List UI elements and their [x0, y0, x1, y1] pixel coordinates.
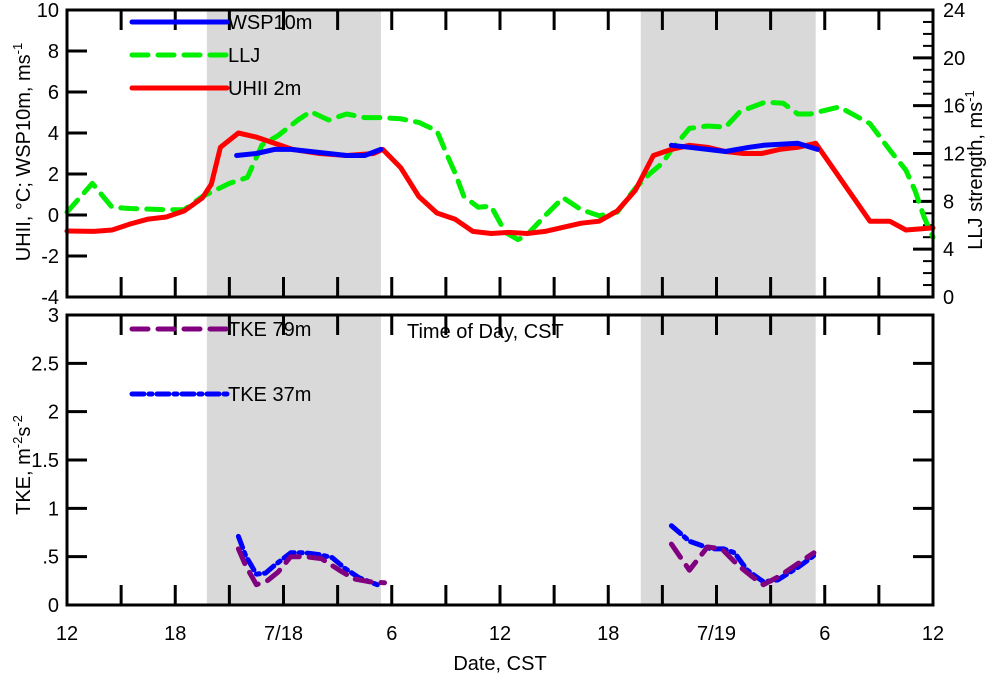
top-legend: WSP10m LLJ UHII 2m	[129, 12, 312, 100]
night-shade	[640, 315, 816, 605]
x-tick-label: 6	[819, 623, 830, 645]
bottom-panel: 32.521.51.50 12 18 7/18 6 12 18 7/19 6 12 TKE, m…	[10, 305, 944, 675]
y-right-tick-label: 8	[943, 191, 954, 213]
y-right-tick-label: 0	[943, 287, 954, 309]
legend-label: TKE 79m	[228, 319, 311, 341]
x-tick-label: 7/19	[697, 623, 736, 645]
bottom-ticks	[67, 315, 933, 605]
x-axis-title: Date, CST	[453, 653, 546, 675]
legend-label: WSP10m	[228, 12, 312, 34]
bottom-plot-frame	[65, 313, 935, 607]
x-tick-label: 12	[922, 623, 944, 645]
series-line-wsp10m	[234, 146, 384, 158]
y-right-tick-label: 24	[943, 0, 965, 22]
top-left-tick-labels: 10 8 6 4 2 0 -2 -4	[37, 0, 59, 309]
x-tick-label: 12	[56, 623, 78, 645]
y-tick-label: 2	[48, 402, 59, 424]
y-right-tick-label: 12	[943, 144, 965, 166]
y-tick-label: -2	[41, 246, 59, 268]
y-tick-label: 6	[48, 82, 59, 104]
x-tick-label: 18	[164, 623, 186, 645]
bottom-legend: TKE 79m TKE 37m	[129, 319, 311, 406]
series-line-wsp10m	[668, 140, 820, 154]
y-tick-label: -4	[41, 287, 59, 309]
series-line-tke-37m	[235, 533, 380, 588]
y-right-tick-label: 4	[943, 239, 954, 261]
y-tick-label: 2.5	[31, 353, 59, 375]
top-plot-frame	[65, 8, 935, 299]
y-right-tick-label: 20	[943, 48, 965, 70]
legend-label: UHII 2m	[228, 78, 301, 100]
y-tick-label: .5	[42, 547, 59, 569]
x-tick-label: 6	[386, 623, 397, 645]
x-tick-label: 18	[597, 623, 619, 645]
legend-label: LLJ	[228, 45, 260, 67]
y-tick-label: 1.5	[31, 450, 59, 472]
y-tick-label: 1	[48, 498, 59, 520]
bottom-shaded-periods	[206, 315, 816, 605]
night-shade	[206, 315, 381, 605]
top-left-axis-title: UHII, °C; WSP10m, ms-1	[10, 43, 35, 261]
time-of-day-annotation: Time of Day, CST	[407, 321, 564, 343]
series-line-tke-79m	[668, 541, 817, 588]
x-tick-label: 7/18	[264, 623, 303, 645]
series-line-tke-79m	[235, 546, 387, 588]
top-right-axis-title: LLJ strength, ms-1	[962, 90, 987, 249]
y-tick-label: 0	[48, 595, 59, 617]
top-series	[64, 99, 936, 243]
bottom-left-tick-labels: 32.521.51.50	[31, 305, 59, 617]
y-tick-label: 8	[48, 41, 59, 63]
top-ticks	[67, 10, 933, 297]
legend-label: TKE 37m	[228, 384, 311, 406]
y-tick-label: 4	[48, 123, 59, 145]
series-line-tke-37m	[668, 523, 820, 585]
y-tick-label: 10	[37, 0, 59, 22]
x-tick-labels: 12 18 7/18 6 12 18 7/19 6 12	[56, 623, 944, 645]
top-right-tick-labels: 24 20 16 12 8 4 0	[943, 0, 965, 309]
y-right-tick-label: 16	[943, 96, 965, 118]
y-tick-label: 0	[48, 205, 59, 227]
y-tick-label: 3	[48, 305, 59, 327]
bottom-series	[235, 523, 820, 588]
x-tick-label: 12	[489, 623, 511, 645]
series-line-llj	[64, 99, 936, 243]
bottom-y-axis-title: TKE, m-2s-2	[10, 415, 35, 515]
series-line-uhii-2m	[64, 130, 936, 236]
y-tick-label: 2	[48, 164, 59, 186]
